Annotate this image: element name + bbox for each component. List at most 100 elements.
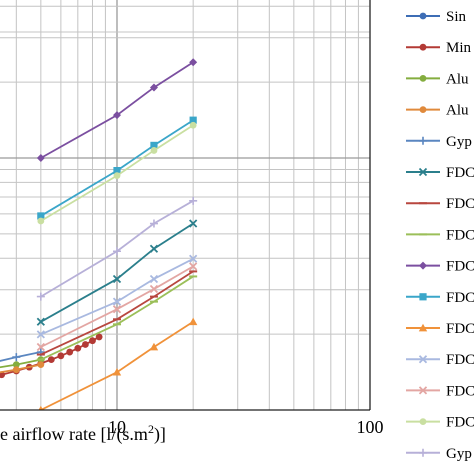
series-line — [40, 61, 194, 159]
data-point — [149, 284, 159, 294]
series-line — [40, 321, 194, 410]
data-point — [149, 274, 159, 284]
series-line — [40, 119, 194, 217]
legend-entry: FDC — [406, 227, 474, 243]
series-5 — [36, 219, 198, 326]
series-line — [40, 124, 194, 222]
legend-label: Sin — [446, 9, 467, 25]
legend-entry: FDC — [406, 415, 474, 431]
legend-entry: Alu — [406, 103, 469, 119]
legend-label: FDC — [446, 415, 474, 431]
data-point — [95, 333, 103, 341]
data-point — [419, 448, 427, 457]
data-point — [419, 418, 427, 425]
legend-entry: FDC — [406, 165, 474, 181]
data-point — [12, 366, 20, 374]
legend-label: FDC — [446, 352, 474, 368]
axis-layer: 10 100 e airflow rate [l/(s.m2)] — [0, 0, 384, 445]
legend-entry: Min — [406, 40, 472, 56]
legend-label: FDC — [446, 290, 474, 306]
series-line — [40, 270, 194, 356]
data-point — [150, 147, 158, 154]
data-point — [113, 167, 121, 175]
data-point — [38, 405, 44, 410]
grid — [0, 0, 371, 411]
legend-entry: FDC — [406, 352, 474, 368]
data-point — [150, 141, 158, 149]
data-point — [418, 167, 428, 177]
series-14 — [36, 196, 198, 301]
data-point — [113, 111, 121, 120]
data-point — [419, 293, 427, 301]
series-9 — [37, 116, 197, 220]
data-point — [74, 344, 82, 352]
series-8 — [36, 58, 198, 162]
data-point — [47, 356, 55, 363]
series-12 — [36, 262, 198, 352]
data-point — [149, 342, 159, 351]
legend: Sin Min Alu Alu Gyp FDC FDC FDC FDC FDC FDC FDC FDC F… — [406, 9, 474, 462]
data-point — [36, 342, 45, 352]
data-point — [419, 261, 427, 270]
data-point — [189, 254, 198, 263]
data-point — [81, 341, 89, 348]
data-point — [188, 317, 198, 326]
data-point — [419, 136, 427, 145]
series-4 — [0, 348, 45, 362]
data-point — [37, 361, 45, 369]
data-point — [12, 361, 20, 369]
series-line — [40, 222, 194, 323]
data-point — [112, 305, 122, 314]
data-point — [419, 75, 427, 82]
x-axis-label: e airflow rate [l/(s.m2)] — [0, 422, 166, 445]
data-point — [189, 262, 198, 271]
data-point — [112, 297, 122, 306]
legend-entry: Gyp — [406, 134, 472, 150]
series-line — [40, 257, 194, 336]
data-point — [419, 43, 427, 51]
data-point — [419, 106, 427, 113]
series-line — [0, 351, 42, 362]
legend-label: FDC — [446, 165, 474, 181]
series-line — [0, 363, 42, 374]
data-point — [189, 58, 198, 67]
legend-label: FDC — [446, 196, 474, 212]
series-line — [40, 275, 194, 361]
series-7 — [36, 275, 198, 361]
data-point — [36, 317, 45, 326]
series-10 — [38, 317, 198, 410]
data-point — [419, 12, 427, 20]
data-point — [418, 323, 428, 332]
data-point — [113, 172, 121, 180]
data-point — [57, 352, 65, 360]
x-tick-label: 10 — [108, 417, 126, 437]
legend-entry: FDC — [406, 321, 474, 337]
series-3 — [0, 361, 45, 374]
series-layer — [0, 58, 198, 410]
data-point — [418, 386, 428, 395]
legend-label: Gyp — [446, 446, 472, 462]
data-point — [112, 368, 122, 376]
series-line — [40, 200, 194, 298]
series-1 — [0, 333, 103, 379]
series-line — [0, 358, 42, 369]
legend-label: Gyp — [446, 134, 472, 150]
legend-entry: FDC — [406, 196, 474, 212]
legend-entry: FDC — [406, 383, 474, 399]
legend-label: FDC — [446, 259, 474, 275]
series-line — [40, 265, 194, 348]
data-point — [189, 116, 197, 124]
data-point — [149, 83, 158, 92]
data-point — [0, 371, 6, 379]
legend-entry: Alu — [406, 71, 469, 87]
data-point — [66, 348, 74, 356]
legend-label: Alu — [446, 103, 469, 119]
data-point — [37, 217, 45, 225]
data-point — [189, 196, 198, 205]
series-11 — [36, 254, 198, 339]
data-point — [113, 247, 121, 256]
legend-entry: Sin — [406, 9, 467, 25]
data-point — [418, 355, 428, 364]
data-point — [189, 219, 198, 228]
